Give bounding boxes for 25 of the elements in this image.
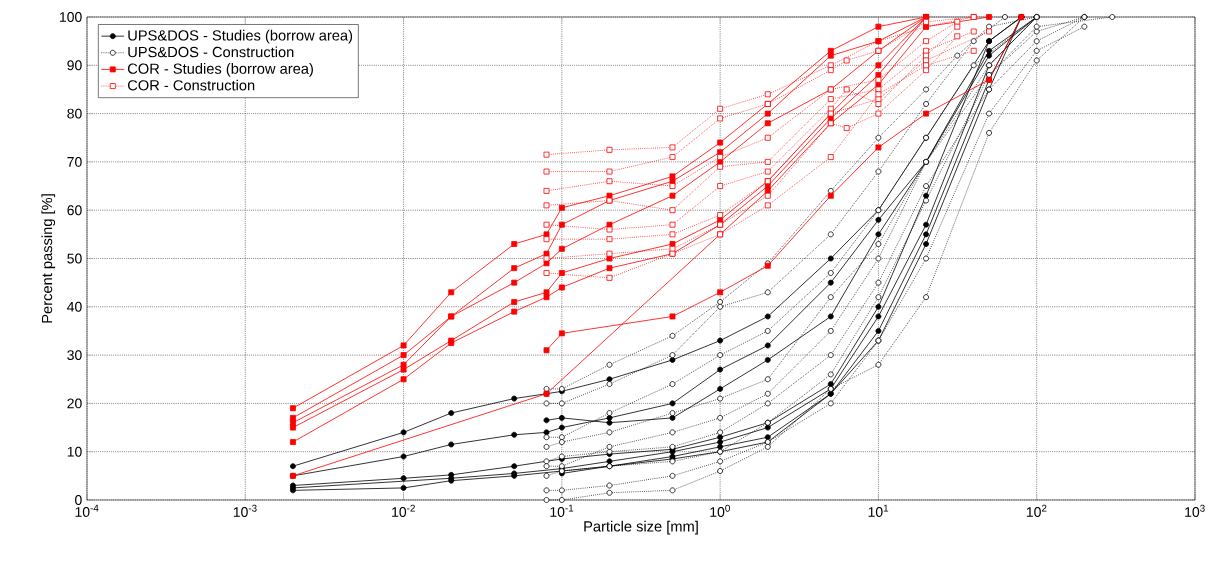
x-tick-label: 10$^{-1}$ xyxy=(550,504,574,517)
y-tick-label: 90 xyxy=(67,60,82,71)
x-tick-label: 10$^{3}$ xyxy=(1185,504,1205,517)
y-tick-label: 100 xyxy=(59,12,82,22)
y-tick-label: 30 xyxy=(67,350,82,361)
x-tick-label: 10$^{0}$ xyxy=(710,504,730,517)
x-tick-label: 10$^{-4}$ xyxy=(75,504,99,517)
y-tick-label: 40 xyxy=(67,301,82,312)
y-tick-label: 70 xyxy=(67,156,82,167)
x-axis-title: Particle size [mm] xyxy=(584,520,698,535)
y-tick-label: 20 xyxy=(67,398,82,409)
y-tick-label: 60 xyxy=(67,205,82,216)
x-tick-label: 10$^{1}$ xyxy=(868,504,889,517)
legend-label: COR - Construction xyxy=(127,79,255,91)
legend-label: UPS&DOS - Studies (borrow area) xyxy=(128,29,353,44)
y-tick-label: 80 xyxy=(67,108,82,119)
legend-label: UPS&DOS - Construction xyxy=(128,46,294,58)
legend-label: COR - Studies (borrow area) xyxy=(127,63,313,77)
x-tick-label: 10$^{-3}$ xyxy=(233,504,257,517)
x-tick-label: 10$^{-2}$ xyxy=(392,504,415,517)
x-tick-label: 10$^{2}$ xyxy=(1026,504,1047,517)
y-tick-label: 10 xyxy=(67,446,82,457)
y-axis-title: Percent passing [%] xyxy=(41,194,56,323)
y-tick-label: 50 xyxy=(67,253,82,264)
y-tick-label: 0 xyxy=(75,495,82,505)
